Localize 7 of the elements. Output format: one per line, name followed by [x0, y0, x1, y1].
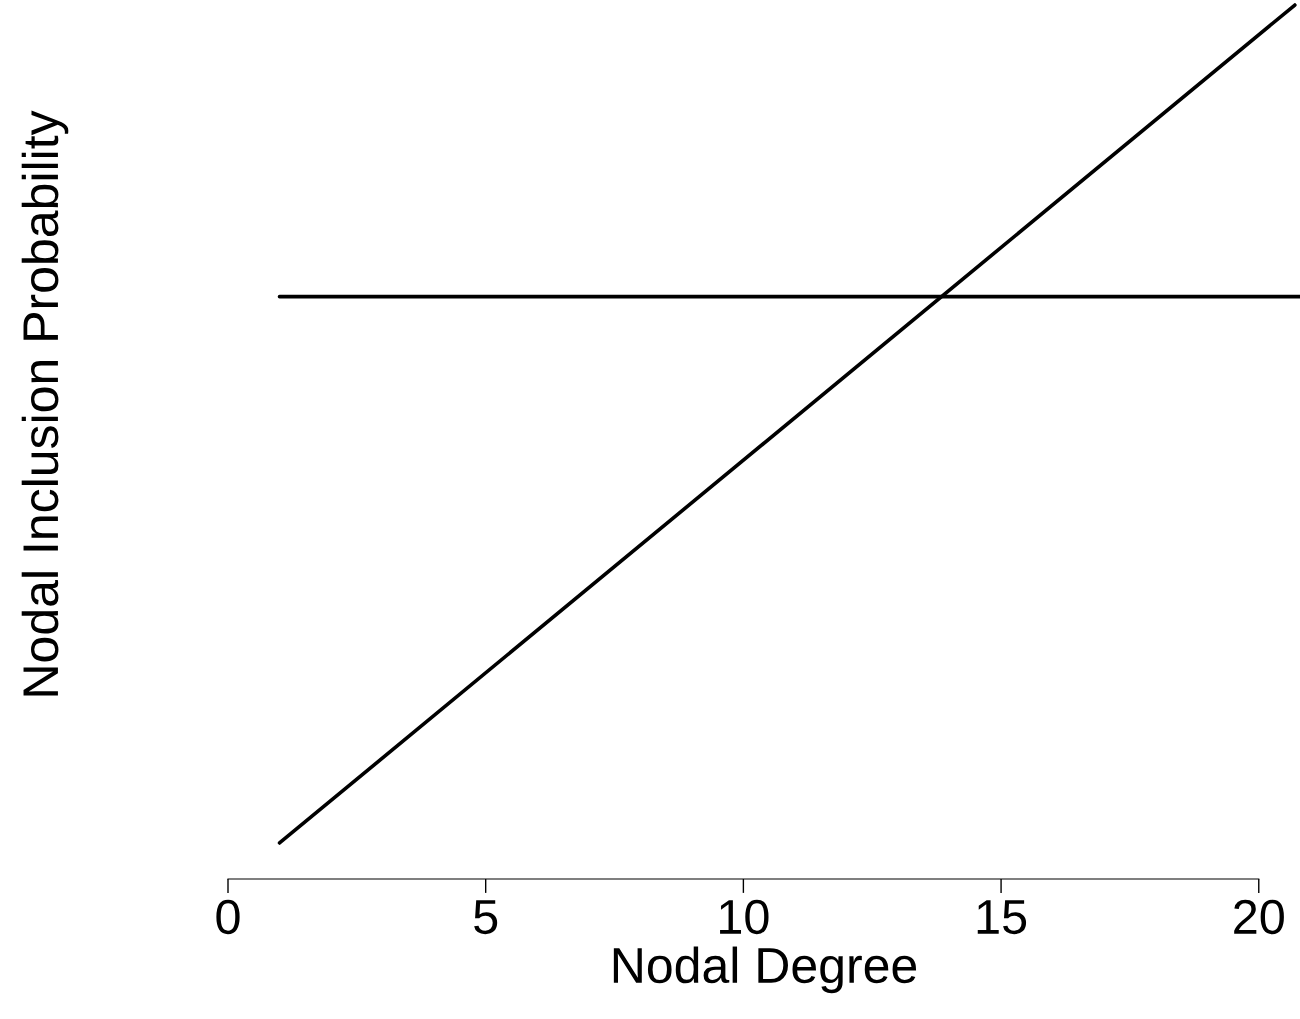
x-tick-label: 15 — [977, 900, 1027, 935]
x-tick-label: 5 — [474, 900, 498, 935]
x-tick-label: 10 — [720, 899, 769, 935]
x-tick-label: 0 — [216, 899, 240, 935]
x-axis-title: Nodal Degree — [613, 946, 917, 994]
x-tick-label: 20 — [1234, 899, 1284, 935]
y-axis-title: Nodal Inclusion Probability — [21, 110, 69, 696]
